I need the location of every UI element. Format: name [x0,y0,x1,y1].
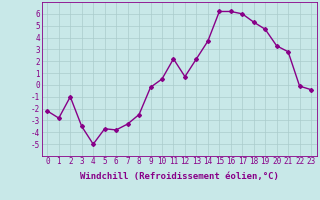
X-axis label: Windchill (Refroidissement éolien,°C): Windchill (Refroidissement éolien,°C) [80,172,279,181]
